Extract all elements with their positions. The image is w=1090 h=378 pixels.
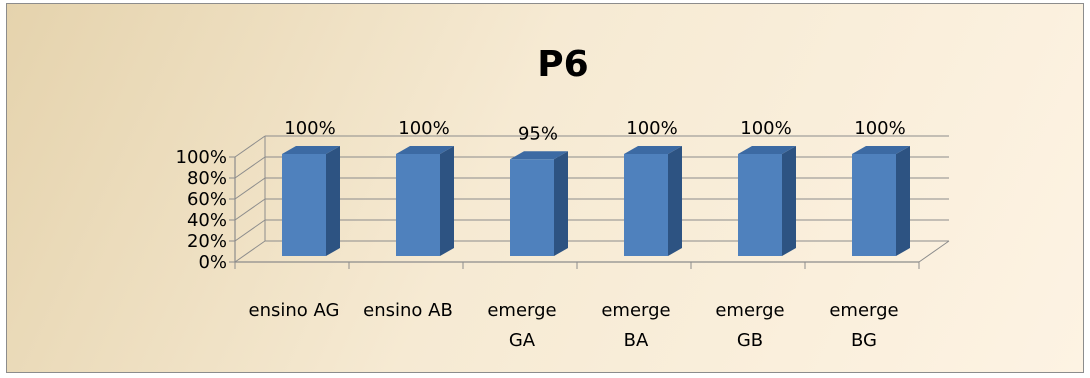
bar-chart: P6 0%20%40%60%80%100%100%ensino AG100%en…	[176, 44, 950, 351]
bar-front	[282, 154, 326, 256]
gridline-depth	[234, 219, 266, 242]
gridline-depth	[234, 198, 266, 221]
data-label: 95%	[518, 123, 558, 144]
bar-4	[624, 146, 682, 256]
y-tick-label: 20%	[187, 231, 227, 252]
bar-top	[282, 146, 340, 154]
bar-side	[554, 151, 568, 256]
y-tick-label: 80%	[187, 168, 227, 189]
y-tick-label: 100%	[176, 147, 227, 168]
y-tick-label: 0%	[198, 252, 227, 273]
category-label: GA	[509, 330, 536, 351]
gridline-depth	[234, 240, 266, 263]
bar-side	[440, 146, 454, 256]
bar-layer	[282, 146, 910, 256]
bar-front	[738, 154, 782, 256]
bar-front	[852, 154, 896, 256]
bar-front	[624, 154, 668, 256]
bar-top	[738, 146, 796, 154]
bar-top	[510, 151, 568, 160]
category-label: ensino AB	[363, 300, 453, 321]
axis-layer	[229, 136, 950, 269]
category-label: emerge	[715, 300, 784, 321]
bar-2	[396, 146, 454, 256]
bar-1	[282, 146, 340, 256]
gridline-depth	[234, 135, 266, 158]
bar-side	[896, 146, 910, 256]
bar-front	[510, 159, 554, 256]
label-layer: 0%20%40%60%80%100%100%ensino AG100%ensin…	[176, 118, 906, 351]
category-label: GB	[737, 330, 763, 351]
bar-top	[396, 146, 454, 154]
bar-top	[852, 146, 910, 154]
data-label: 100%	[854, 118, 905, 139]
y-tick-label: 40%	[187, 210, 227, 231]
bar-5	[738, 146, 796, 256]
bar-side	[326, 146, 340, 256]
category-label: emerge	[601, 300, 670, 321]
bar-6	[852, 146, 910, 256]
chart-area: P6 0% 20% 40% 60% 80% 100% 100% ensino AG 100% en…	[6, 3, 1084, 373]
gridline-depth	[234, 156, 266, 179]
bar-side	[668, 146, 682, 256]
data-label: 100%	[284, 118, 335, 139]
chart-title: P6	[537, 44, 588, 85]
bar-3	[510, 151, 568, 256]
category-label: ensino AG	[249, 300, 340, 321]
floor-right-edge	[918, 240, 950, 263]
bar-side	[782, 146, 796, 256]
category-label: BA	[624, 330, 649, 351]
data-label: 100%	[398, 118, 449, 139]
category-label: emerge	[829, 300, 898, 321]
data-label: 100%	[740, 118, 791, 139]
bar-front	[396, 154, 440, 256]
grid-layer	[234, 135, 949, 263]
bar-top	[624, 146, 682, 154]
category-label: BG	[851, 330, 877, 351]
data-label: 100%	[626, 118, 677, 139]
category-label: emerge	[487, 300, 556, 321]
y-tick-label: 60%	[187, 189, 227, 210]
gridline-depth	[234, 177, 266, 200]
